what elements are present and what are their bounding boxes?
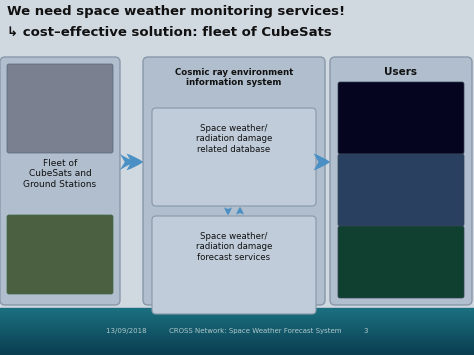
Text: Users: Users — [384, 67, 418, 77]
FancyBboxPatch shape — [0, 57, 120, 305]
FancyBboxPatch shape — [338, 82, 464, 154]
Text: Space weather/
radiation damage
related database: Space weather/ radiation damage related … — [196, 124, 272, 154]
Text: We need space weather monitoring services!: We need space weather monitoring service… — [7, 5, 345, 18]
Text: Fleet of
CubeSats and
Ground Stations: Fleet of CubeSats and Ground Stations — [23, 159, 97, 189]
Text: Space weather/
radiation damage
forecast services: Space weather/ radiation damage forecast… — [196, 232, 272, 262]
FancyBboxPatch shape — [7, 215, 113, 294]
FancyBboxPatch shape — [152, 108, 316, 206]
FancyBboxPatch shape — [330, 57, 472, 305]
FancyBboxPatch shape — [338, 154, 464, 226]
Text: 13/09/2018          CROSS Network: Space Weather Forecast System          3: 13/09/2018 CROSS Network: Space Weather … — [106, 328, 368, 334]
FancyBboxPatch shape — [152, 216, 316, 314]
Text: ↳ cost–effective solution: fleet of CubeSats: ↳ cost–effective solution: fleet of Cube… — [7, 26, 332, 39]
FancyBboxPatch shape — [7, 64, 113, 153]
Text: Cosmic ray environment
information system: Cosmic ray environment information syste… — [175, 68, 293, 87]
FancyBboxPatch shape — [143, 57, 325, 305]
FancyBboxPatch shape — [338, 226, 464, 298]
